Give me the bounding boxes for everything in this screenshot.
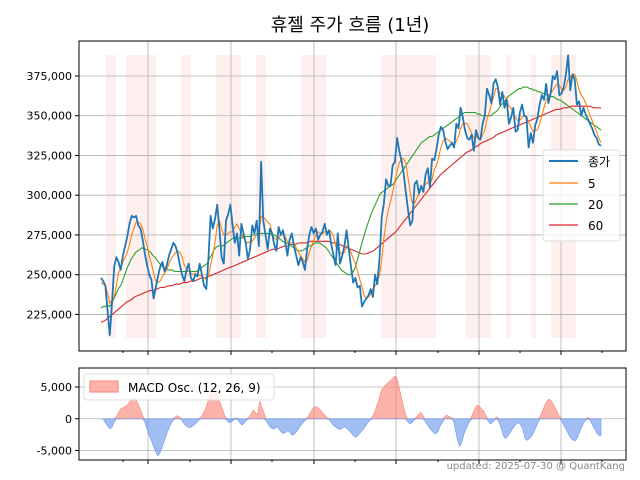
y-tick-label: 275,000 xyxy=(27,229,73,242)
macd-plot-frame xyxy=(78,367,627,461)
macd-legend: MACD Osc. (12, 26, 9) xyxy=(83,373,275,401)
main-series xyxy=(100,54,602,337)
macd-y-tick-label: 0 xyxy=(65,413,72,426)
highlight-band xyxy=(381,55,436,338)
legend-box xyxy=(542,149,621,242)
highlight-band xyxy=(126,55,156,338)
legend-label-ma5: 5 xyxy=(588,177,596,191)
main-grid xyxy=(79,41,626,351)
macd-legend-swatch xyxy=(89,380,119,393)
legend-label-ma60: 60 xyxy=(588,219,603,233)
highlight-band xyxy=(216,55,241,338)
highlight-band xyxy=(106,55,116,338)
macd-negative-area xyxy=(101,418,602,457)
y-tick-label: 325,000 xyxy=(27,149,73,162)
macd-y-tick-label: -5,000 xyxy=(37,444,72,457)
highlight-band xyxy=(466,55,491,338)
main-y-axis: 225,000 250,000 275,000 300,000 325,000 350,0… xyxy=(27,70,79,321)
highlight-bands xyxy=(106,55,576,338)
macd-legend-box xyxy=(83,373,275,401)
macd-oscillator xyxy=(101,375,602,457)
y-tick-label: 300,000 xyxy=(27,189,73,202)
highlight-band xyxy=(181,55,191,338)
series-line-2 xyxy=(100,86,602,309)
main-plot-frame xyxy=(78,40,627,352)
series-line-1 xyxy=(100,73,602,304)
chart-title: 휴젤 주가 흐름 (1년) xyxy=(271,15,430,36)
macd-y-axis: 5,000 0 -5,000 xyxy=(37,381,79,457)
y-tick-label: 350,000 xyxy=(27,110,73,123)
macd-legend-label: MACD Osc. (12, 26, 9) xyxy=(128,381,261,395)
highlight-band xyxy=(301,55,326,338)
legend-label-ma20: 20 xyxy=(588,198,603,212)
series-line-0 xyxy=(100,54,602,337)
series-line-3 xyxy=(100,105,601,323)
footer-credit: updated: 2025-07-30 @ QuantKang xyxy=(447,461,625,472)
macd-x-axis xyxy=(122,460,603,464)
y-tick-label: 375,000 xyxy=(27,70,73,83)
highlight-band xyxy=(506,55,511,338)
main-legend: 종가 5 20 60 xyxy=(542,149,621,242)
main-x-axis xyxy=(122,351,603,355)
legend-label-close: 종가 xyxy=(588,155,610,169)
y-tick-label: 225,000 xyxy=(27,308,73,321)
macd-y-tick-label: 5,000 xyxy=(41,381,73,394)
highlight-band xyxy=(531,55,536,338)
y-tick-label: 250,000 xyxy=(27,269,73,282)
